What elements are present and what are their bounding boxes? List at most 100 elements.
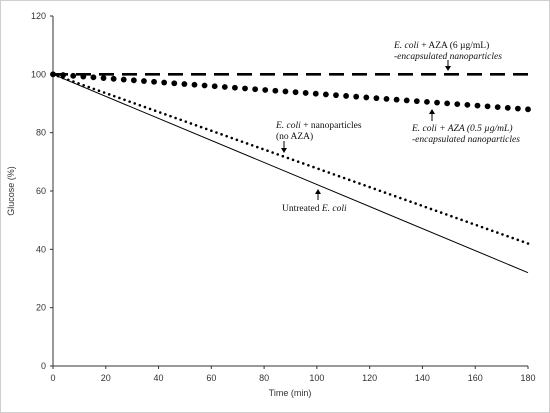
x-tick-label: 100 bbox=[309, 373, 324, 383]
annotation-aza05-line2: -encapsulated nanoparticles bbox=[412, 135, 520, 145]
series-dot bbox=[181, 81, 188, 87]
series-dot bbox=[363, 183, 366, 187]
series-dot bbox=[191, 81, 198, 88]
series-dot bbox=[194, 123, 198, 127]
series-dot bbox=[123, 98, 126, 102]
y-tick-label: 40 bbox=[36, 244, 46, 254]
x-axis-title: Time (min) bbox=[269, 388, 312, 398]
series-dot bbox=[220, 133, 223, 136]
series-dot bbox=[301, 162, 305, 165]
series-dot bbox=[373, 95, 380, 102]
series-dot bbox=[77, 82, 80, 85]
series-dot bbox=[312, 165, 315, 169]
series-dot bbox=[490, 229, 494, 233]
series-dot bbox=[199, 125, 203, 129]
series-dot bbox=[337, 174, 341, 178]
series-dot bbox=[169, 114, 172, 118]
annotation-nano-line1: E. coli + nanoparticles bbox=[275, 121, 362, 131]
series-dot bbox=[256, 145, 259, 149]
x-tick-label: 60 bbox=[206, 373, 216, 383]
series-dot bbox=[164, 113, 167, 116]
series-dot bbox=[511, 236, 514, 240]
series-dot bbox=[484, 103, 491, 110]
x-tick-labels: 0 20 40 60 80 100 120 140 160 180 bbox=[50, 366, 536, 383]
series-dot bbox=[184, 120, 188, 123]
series-dot bbox=[347, 178, 351, 182]
series-dot bbox=[296, 160, 300, 163]
y-tick-label: 100 bbox=[31, 69, 46, 79]
series-dot bbox=[307, 163, 310, 167]
annotation-nano-italic: E. coli bbox=[275, 121, 301, 131]
series-dot bbox=[141, 78, 147, 84]
series-dot bbox=[399, 196, 402, 200]
annotation-aza6-arrow bbox=[445, 60, 451, 71]
annotation-aza6-line1: E. coli + AZA (6 µg/mL) bbox=[393, 40, 489, 51]
y-tick-label: 80 bbox=[36, 128, 46, 138]
series-dot bbox=[235, 138, 239, 142]
series-dot bbox=[444, 213, 448, 216]
series-dot bbox=[363, 94, 370, 101]
series-dot bbox=[261, 147, 264, 151]
series-dot bbox=[333, 92, 339, 99]
series-dot bbox=[161, 79, 168, 86]
series-layer bbox=[50, 71, 531, 274]
series-dot bbox=[414, 202, 417, 205]
series-dot bbox=[60, 72, 67, 78]
series-dot bbox=[204, 127, 208, 131]
annotation-aza05-arrow bbox=[429, 109, 435, 121]
series-dot bbox=[434, 99, 440, 106]
x-tick-label: 140 bbox=[415, 373, 430, 383]
y-tick-label: 0 bbox=[41, 361, 46, 371]
series-dot bbox=[419, 204, 423, 207]
series-dot bbox=[143, 105, 147, 109]
annotation-untreated-arrow bbox=[315, 189, 321, 200]
series-dot bbox=[107, 93, 111, 96]
series-dot bbox=[332, 173, 336, 176]
series-line-nano bbox=[51, 73, 530, 245]
series-dot bbox=[250, 143, 254, 147]
annotation-untreated: Untreated E. coli bbox=[282, 204, 347, 214]
series-dot bbox=[474, 102, 481, 109]
y-tick-label: 120 bbox=[31, 11, 46, 21]
series-dot bbox=[413, 98, 420, 105]
series-dot bbox=[242, 85, 248, 92]
series-dot bbox=[262, 87, 269, 93]
annotation-untreated-plain: Untreated bbox=[282, 204, 322, 214]
series-dot bbox=[485, 227, 489, 231]
y-tick-label: 60 bbox=[36, 186, 46, 196]
series-dot bbox=[266, 149, 269, 153]
series-dot bbox=[151, 78, 157, 85]
series-dot bbox=[225, 134, 228, 138]
series-dot bbox=[494, 104, 501, 110]
series-dot bbox=[454, 101, 461, 108]
series-dot bbox=[286, 156, 290, 160]
series-dot bbox=[215, 131, 218, 134]
annotation-aza6-line2: -encapsulated nanoparticles bbox=[394, 52, 502, 62]
series-dot bbox=[138, 103, 142, 107]
series-dot bbox=[276, 153, 280, 156]
series-dot bbox=[496, 231, 499, 234]
series-dot bbox=[171, 80, 178, 87]
series-dot bbox=[211, 83, 218, 90]
series-dot bbox=[353, 93, 360, 100]
series-dot bbox=[252, 86, 259, 93]
series-dot bbox=[302, 90, 309, 96]
annotation-aza05-line1: E. coli + AZA (0.5 µg/mL) bbox=[411, 123, 512, 134]
series-dot bbox=[525, 106, 531, 113]
series-dot bbox=[112, 94, 116, 98]
annotation-aza05-italic: E. coli bbox=[411, 124, 437, 134]
series-dot bbox=[128, 100, 131, 103]
series-dot bbox=[118, 96, 121, 100]
series-dot bbox=[92, 87, 96, 91]
series-dot bbox=[439, 211, 443, 214]
x-tick-label: 20 bbox=[101, 373, 111, 383]
series-dot bbox=[245, 142, 249, 145]
series-dot bbox=[174, 116, 177, 120]
series-dot bbox=[70, 72, 77, 79]
annotation-nano-arrow bbox=[281, 141, 287, 153]
series-dot bbox=[342, 176, 346, 180]
series-dot bbox=[403, 97, 410, 104]
series-dot bbox=[393, 96, 400, 103]
series-dot bbox=[465, 220, 469, 223]
